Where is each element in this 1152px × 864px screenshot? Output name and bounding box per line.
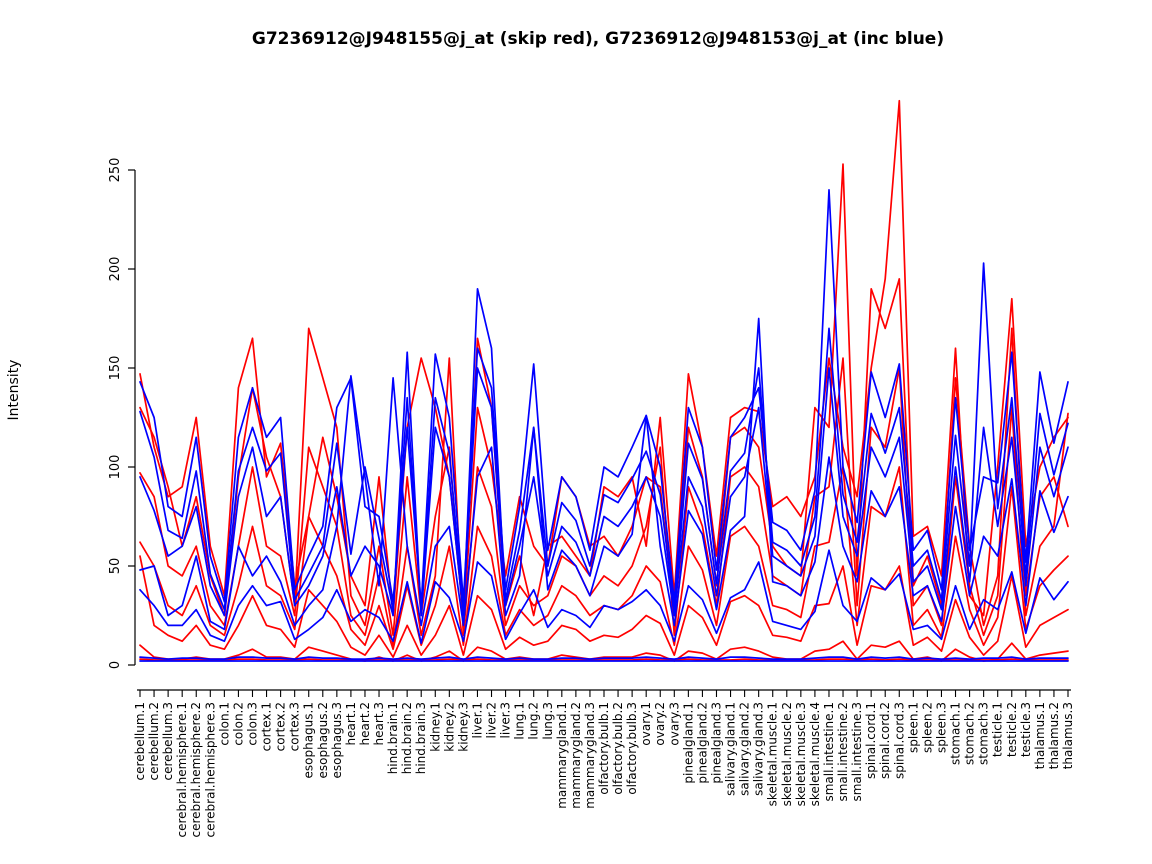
x-tick-label: pinealgland.3 [709,702,723,784]
x-tick-label: lung.1 [513,702,527,740]
x-tick-label: spinal.cord.2 [878,702,892,779]
x-tick-label: cortex.3 [288,702,302,751]
x-tick-label: lung.2 [527,702,541,740]
x-tick-label: hind.brain.1 [386,702,400,774]
x-tick-label: esophagus.3 [330,702,344,778]
x-tick-label: mammarygland.2 [569,702,583,809]
x-tick-label: esophagus.2 [316,702,330,778]
x-tick-label: kidney.2 [442,702,456,752]
series-line-inc-blue-6 [139,656,1069,660]
x-tick-label: skeletal.muscle.4 [808,702,822,806]
x-tick-label: salivary.gland.3 [752,702,766,796]
x-tick-label: salivary.gland.2 [738,702,752,796]
x-tick-label: small.intestine.2 [836,702,850,802]
x-tick-label: olfactory.bulb.3 [625,702,639,795]
series-line-skip-red-2 [139,163,1069,637]
x-tick-label: cerebellum.3 [161,702,175,780]
x-tick-label: heart.1 [344,702,358,745]
x-tick-label: cerebral.hemisphere.3 [203,702,217,837]
x-tick-label: stomach.3 [977,702,991,765]
x-tick-label: thalamus.1 [1033,702,1047,769]
x-tick-label: liver.2 [485,702,499,738]
x-tick-label: pinealgland.2 [695,702,709,784]
x-tick-label: heart.2 [358,702,372,745]
series-line-inc-blue-4 [139,317,1069,631]
x-tick-label: testicle.1 [991,702,1005,757]
x-tick-label: skeletal.muscle.2 [780,702,794,806]
x-tick-label: salivary.gland.1 [724,702,738,796]
x-tick-label: esophagus.1 [302,702,316,778]
x-tick-label: hind.brain.2 [400,702,414,774]
series-lines [139,99,1069,662]
x-tick-label: cortex.2 [274,702,288,751]
x-tick-label: olfactory.bulb.2 [611,702,625,795]
x-tick-label: cerebral.hemisphere.1 [175,702,189,837]
x-tick-label: lung.3 [541,702,555,740]
x-tick-label: olfactory.bulb.1 [597,702,611,795]
y-tick-label: 0 [108,661,123,669]
x-tick-label: mammarygland.3 [583,702,597,809]
series-line-inc-blue-2 [139,188,1069,607]
x-tick-label: thalamus.2 [1047,702,1061,769]
x-tick-label: mammarygland.1 [555,702,569,809]
x-tick-label: hind.brain.3 [414,702,428,774]
series-line-inc-blue-3 [139,262,1069,615]
x-tick-label: cerebral.hemisphere.2 [189,702,203,837]
series-line-skip-red-5 [139,555,1069,658]
series-line-inc-blue-5 [139,549,1069,645]
chart-title: G7236912@J948155@j_at (skip red), G72369… [252,29,944,49]
series-line-inc-blue-1 [139,287,1069,617]
x-tick-label: heart.3 [372,702,386,745]
x-tick-label: spinal.cord.3 [892,702,906,779]
y-tick-label: 150 [108,356,123,381]
x-tick-label: cerebellum.1 [133,702,147,780]
x-tick-label: colon.3 [245,702,259,746]
x-tick-label: cerebellum.2 [147,702,161,780]
x-tick-label: thalamus.3 [1061,702,1075,769]
series-line-skip-red-7 [139,658,1069,661]
series-line-skip-red-3 [139,357,1069,647]
x-tick-label: kidney.1 [428,702,442,752]
x-tick-label: colon.2 [231,702,245,746]
x-tick-label: spleen.2 [920,702,934,753]
x-tick-label: small.intestine.1 [822,702,836,802]
x-tick-label: small.intestine.3 [850,702,864,802]
x-tick-label: spinal.cord.1 [864,702,878,779]
x-tick-label: ovary.1 [639,702,653,746]
x-tick-label: stomach.2 [963,702,977,765]
x-tick-label: ovary.3 [667,702,681,746]
x-tick-label: cortex.1 [260,702,274,751]
x-tick-label: liver.3 [499,702,513,738]
x-tick-label: liver.1 [470,702,484,738]
x-tick-label: kidney.3 [456,702,470,752]
y-tick-label: 50 [108,558,123,575]
x-tick-label: skeletal.muscle.3 [794,702,808,806]
x-tick-label: skeletal.muscle.1 [766,702,780,806]
x-tick-label: testicle.3 [1019,702,1033,757]
x-tick-label: stomach.1 [949,702,963,765]
x-tick-label: spleen.3 [934,702,948,753]
x-tick-label: ovary.2 [653,702,667,746]
y-axis-title: Intensity [6,360,22,421]
y-tick-label: 200 [108,257,123,282]
x-tick-label: spleen.1 [906,702,920,753]
x-tick-label: colon.1 [217,702,231,746]
x-tick-label: pinealgland.1 [681,702,695,784]
y-tick-label: 250 [108,158,123,183]
y-tick-label: 100 [108,455,123,480]
x-tick-label: testicle.2 [1005,702,1019,757]
